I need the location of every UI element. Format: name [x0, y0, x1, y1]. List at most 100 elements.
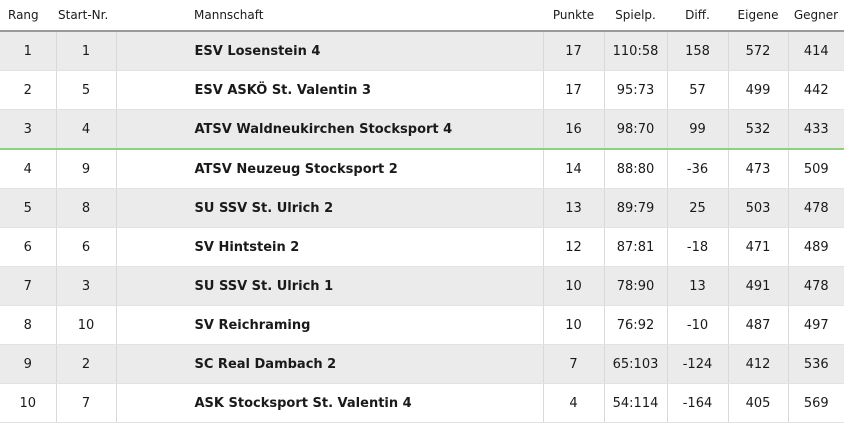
cell-gegner: 478	[788, 266, 844, 306]
cell-eigene: 532	[728, 109, 789, 150]
cell-mannschaft: ATSV Waldneukirchen Stocksport 4	[116, 109, 544, 150]
cell-mannschaft: SU SSV St. Ulrich 1	[116, 266, 544, 306]
cell-spielp: 89:79	[604, 188, 668, 228]
cell-start-nr: 3	[56, 266, 117, 306]
cell-diff: -124	[667, 344, 729, 384]
cell-eigene: 405	[728, 383, 789, 423]
cell-start-nr: 7	[56, 383, 117, 423]
cell-start-nr: 2	[56, 344, 117, 384]
cell-spielp: 76:92	[604, 305, 668, 345]
table-row: 6 6 SV Hintstein 2 12 87:81 -18 471 489	[0, 227, 844, 267]
cell-punkte: 7	[543, 344, 605, 384]
cell-diff: 99	[667, 109, 729, 150]
cell-gegner: 509	[788, 149, 844, 189]
cell-punkte: 10	[543, 305, 605, 345]
cell-punkte: 10	[543, 266, 605, 306]
cell-rang: 10	[0, 383, 57, 423]
cell-diff: -164	[667, 383, 729, 423]
cell-gegner: 478	[788, 188, 844, 228]
cell-diff: -36	[667, 149, 729, 189]
cell-start-nr: 5	[56, 70, 117, 110]
cell-rang: 2	[0, 70, 57, 110]
cell-eigene: 412	[728, 344, 789, 384]
table-row: 1 1 ESV Losenstein 4 17 110:58 158 572 414	[0, 30, 844, 71]
cell-rang: 4	[0, 149, 57, 189]
table-row: 4 9 ATSV Neuzeug Stocksport 2 14 88:80 -36 473…	[0, 149, 844, 189]
cell-rang: 6	[0, 227, 57, 267]
cell-diff: 57	[667, 70, 729, 110]
header-row: Rang Start-Nr. Mannschaft Punkte Spielp.…	[0, 0, 844, 31]
cell-eigene: 487	[728, 305, 789, 345]
cell-punkte: 12	[543, 227, 605, 267]
cell-mannschaft: ATSV Neuzeug Stocksport 2	[116, 149, 544, 189]
table-row: 9 2 SC Real Dambach 2 7 65:103 -124 412 536	[0, 344, 844, 384]
header-spielp[interactable]: Spielp.	[615, 8, 656, 22]
table-row: 5 8 SU SSV St. Ulrich 2 13 89:79 25 503 478	[0, 188, 844, 228]
cell-punkte: 4	[543, 383, 605, 423]
cell-start-nr: 10	[56, 305, 117, 345]
cell-gegner: 569	[788, 383, 844, 423]
cell-eigene: 572	[728, 30, 789, 71]
cell-start-nr: 8	[56, 188, 117, 228]
cell-mannschaft: SV Hintstein 2	[116, 227, 544, 267]
cell-punkte: 17	[543, 30, 605, 71]
header-mannschaft[interactable]: Mannschaft	[194, 8, 264, 22]
cell-start-nr: 6	[56, 227, 117, 267]
header-gegner[interactable]: Gegner	[793, 8, 839, 22]
cell-spielp: 88:80	[604, 149, 668, 189]
cell-diff: -18	[667, 227, 729, 267]
cell-punkte: 17	[543, 70, 605, 110]
cell-rang: 3	[0, 109, 57, 150]
cell-mannschaft: ASK Stocksport St. Valentin 4	[116, 383, 544, 423]
table-row: 10 7 ASK Stocksport St. Valentin 4 4 54:114-…	[0, 383, 844, 423]
cell-mannschaft: ESV ASKÖ St. Valentin 3	[116, 70, 544, 110]
cell-spielp: 65:103	[604, 344, 668, 384]
cell-rang: 8	[0, 305, 57, 345]
header-eigene[interactable]: Eigene	[737, 8, 779, 22]
cell-spielp: 78:90	[604, 266, 668, 306]
cell-punkte: 14	[543, 149, 605, 189]
cell-diff: -10	[667, 305, 729, 345]
cell-punkte: 13	[543, 188, 605, 228]
header-punkte[interactable]: Punkte	[552, 8, 595, 22]
cell-mannschaft: ESV Losenstein 4	[116, 30, 544, 71]
cell-eigene: 503	[728, 188, 789, 228]
cell-rang: 5	[0, 188, 57, 228]
cell-rang: 9	[0, 344, 57, 384]
cell-eigene: 471	[728, 227, 789, 267]
header-start-nr[interactable]: Start-Nr.	[58, 8, 109, 22]
cell-gegner: 536	[788, 344, 844, 384]
cell-start-nr: 9	[56, 149, 117, 189]
cell-spielp: 95:73	[604, 70, 668, 110]
cell-eigene: 491	[728, 266, 789, 306]
table-row: 3 4 ATSV Waldneukirchen Stocksport 4 16 98:7…	[0, 109, 844, 150]
cell-punkte: 16	[543, 109, 605, 150]
table-row: 8 10 SV Reichraming 10 76:92 -10 487 497	[0, 305, 844, 345]
cell-eigene: 499	[728, 70, 789, 110]
cell-gegner: 442	[788, 70, 844, 110]
header-rang[interactable]: Rang	[8, 8, 39, 22]
header-diff[interactable]: Diff.	[685, 8, 710, 22]
cell-mannschaft: SV Reichraming	[116, 305, 544, 345]
cell-gegner: 497	[788, 305, 844, 345]
cell-start-nr: 1	[56, 30, 117, 71]
cell-diff: 25	[667, 188, 729, 228]
cell-gegner: 414	[788, 30, 844, 71]
cell-rang: 7	[0, 266, 57, 306]
cell-spielp: 87:81	[604, 227, 668, 267]
cell-diff: 158	[667, 30, 729, 71]
cell-start-nr: 4	[56, 109, 117, 150]
cell-mannschaft: SU SSV St. Ulrich 2	[116, 188, 544, 228]
cell-spielp: 98:70	[604, 109, 668, 150]
cell-diff: 13	[667, 266, 729, 306]
table-row: 2 5 ESV ASKÖ St. Valentin 3 17 95:73 57 499 442	[0, 70, 844, 110]
cell-gegner: 489	[788, 227, 844, 267]
cell-spielp: 54:114	[604, 383, 668, 423]
cell-rang: 1	[0, 30, 57, 71]
cell-gegner: 433	[788, 109, 844, 150]
cell-mannschaft: SC Real Dambach 2	[116, 344, 544, 384]
table-row: 7 3 SU SSV St. Ulrich 1 10 78:90 13 491 478	[0, 266, 844, 306]
cell-eigene: 473	[728, 149, 789, 189]
cell-spielp: 110:58	[604, 30, 668, 71]
